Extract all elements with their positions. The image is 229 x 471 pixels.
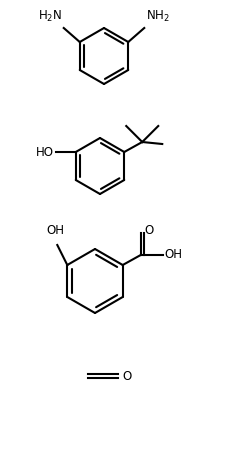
Text: OH: OH [46,224,64,237]
Text: H$_2$N: H$_2$N [38,9,62,24]
Text: HO: HO [36,146,54,159]
Text: NH$_2$: NH$_2$ [146,9,170,24]
Text: OH: OH [165,249,183,261]
Text: O: O [145,225,154,237]
Text: O: O [122,370,131,382]
